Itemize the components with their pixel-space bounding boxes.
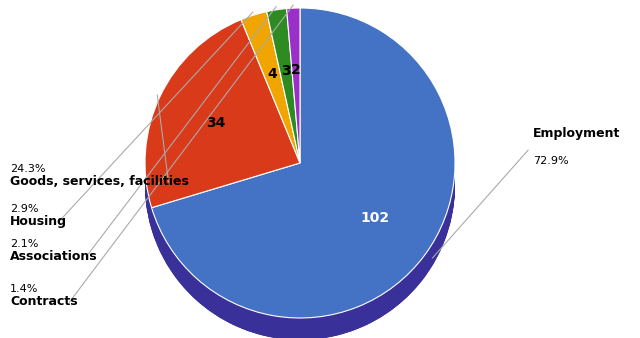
Text: 24.3%: 24.3% <box>10 164 45 174</box>
Wedge shape <box>152 30 455 338</box>
Ellipse shape <box>145 26 455 336</box>
Wedge shape <box>267 17 300 171</box>
Wedge shape <box>287 8 300 163</box>
Ellipse shape <box>145 23 455 333</box>
Wedge shape <box>287 12 300 167</box>
Wedge shape <box>241 16 300 167</box>
Wedge shape <box>267 27 300 181</box>
Ellipse shape <box>145 27 455 337</box>
Wedge shape <box>287 18 300 173</box>
Wedge shape <box>145 30 300 218</box>
Wedge shape <box>152 24 455 334</box>
Ellipse shape <box>145 21 455 331</box>
Wedge shape <box>152 8 455 318</box>
Ellipse shape <box>145 17 455 327</box>
Wedge shape <box>152 28 455 338</box>
Wedge shape <box>152 14 455 324</box>
Text: 4: 4 <box>268 67 277 81</box>
Text: 2.1%: 2.1% <box>10 239 38 249</box>
Wedge shape <box>241 18 300 169</box>
Wedge shape <box>287 16 300 171</box>
Ellipse shape <box>145 13 455 323</box>
Wedge shape <box>267 23 300 177</box>
Ellipse shape <box>145 20 455 330</box>
Wedge shape <box>145 35 300 224</box>
Wedge shape <box>267 13 300 167</box>
Wedge shape <box>152 10 455 320</box>
Wedge shape <box>152 16 455 326</box>
Ellipse shape <box>145 16 455 326</box>
Wedge shape <box>241 22 300 173</box>
Wedge shape <box>267 21 300 175</box>
Ellipse shape <box>145 12 455 322</box>
Ellipse shape <box>145 18 455 328</box>
Wedge shape <box>287 20 300 175</box>
Wedge shape <box>241 28 300 179</box>
Wedge shape <box>152 22 455 332</box>
Wedge shape <box>145 24 300 212</box>
Text: 3: 3 <box>281 64 291 78</box>
Wedge shape <box>145 28 300 216</box>
Text: 102: 102 <box>360 212 389 225</box>
Wedge shape <box>152 20 455 330</box>
Ellipse shape <box>145 9 455 319</box>
Ellipse shape <box>145 10 455 320</box>
Wedge shape <box>145 26 300 214</box>
Wedge shape <box>287 22 300 177</box>
Ellipse shape <box>145 19 455 329</box>
Wedge shape <box>267 30 300 185</box>
Wedge shape <box>241 24 300 175</box>
Ellipse shape <box>145 28 455 338</box>
Text: 1.4%: 1.4% <box>10 284 38 294</box>
Ellipse shape <box>145 14 455 324</box>
Wedge shape <box>145 22 300 210</box>
Text: Goods, services, facilities: Goods, services, facilities <box>10 175 189 188</box>
Wedge shape <box>152 12 455 322</box>
Ellipse shape <box>145 24 455 334</box>
Wedge shape <box>241 32 300 183</box>
Wedge shape <box>145 34 300 222</box>
Wedge shape <box>267 19 300 173</box>
Ellipse shape <box>145 15 455 325</box>
Wedge shape <box>287 30 300 185</box>
Ellipse shape <box>145 29 455 338</box>
Wedge shape <box>287 24 300 179</box>
Wedge shape <box>145 40 300 228</box>
Wedge shape <box>241 11 300 163</box>
Wedge shape <box>145 32 300 220</box>
Wedge shape <box>241 26 300 177</box>
Text: Contracts: Contracts <box>10 295 77 308</box>
Wedge shape <box>267 15 300 169</box>
Wedge shape <box>267 29 300 183</box>
Wedge shape <box>287 10 300 165</box>
Text: Housing: Housing <box>10 215 67 228</box>
Ellipse shape <box>145 25 455 335</box>
Wedge shape <box>267 8 300 163</box>
Wedge shape <box>241 33 300 185</box>
Wedge shape <box>287 28 300 183</box>
Wedge shape <box>287 14 300 169</box>
Wedge shape <box>152 26 455 336</box>
Text: Employment: Employment <box>533 127 620 140</box>
Wedge shape <box>145 38 300 226</box>
Wedge shape <box>241 20 300 171</box>
Text: 34: 34 <box>206 116 226 130</box>
Wedge shape <box>241 30 300 181</box>
Wedge shape <box>145 42 300 230</box>
Text: 2: 2 <box>291 63 301 77</box>
Ellipse shape <box>145 30 455 338</box>
Wedge shape <box>287 26 300 181</box>
Wedge shape <box>145 20 300 208</box>
Ellipse shape <box>145 11 455 321</box>
Wedge shape <box>152 18 455 328</box>
Ellipse shape <box>145 22 455 332</box>
Wedge shape <box>267 10 300 165</box>
Text: 2.9%: 2.9% <box>10 204 38 214</box>
Text: 72.9%: 72.9% <box>533 156 568 166</box>
Wedge shape <box>267 25 300 179</box>
Wedge shape <box>241 14 300 165</box>
Text: Associations: Associations <box>10 250 98 263</box>
